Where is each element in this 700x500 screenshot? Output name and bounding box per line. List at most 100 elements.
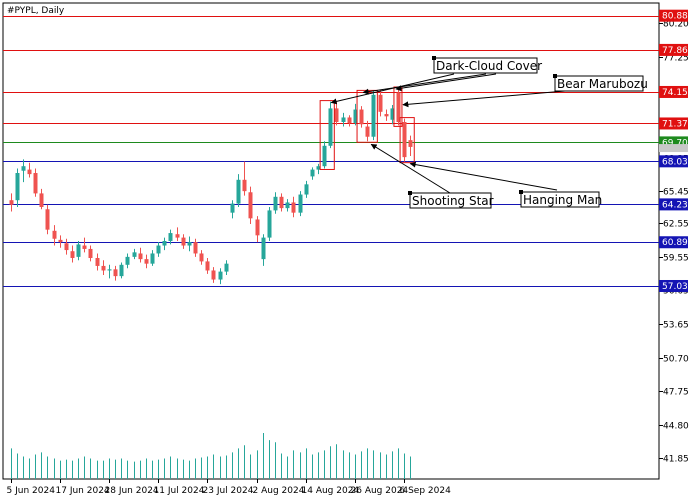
candle-body [15,173,20,201]
y-tick-label: 47.75 [663,388,689,398]
price-tag [659,198,688,211]
volume-bars [11,433,411,479]
price-tag [659,236,688,249]
candle-body [39,193,44,207]
x-tick-label: 17 Jun 2024 [56,486,110,496]
y-tick-label: 80.20 [663,20,689,30]
x-tick-label: 28 Jun 2024 [105,486,159,496]
annotation-box [433,57,538,74]
candle-body [236,179,241,204]
y-tick-label: 41.85 [663,455,689,465]
x-tick-label: 6 Sep 2024 [400,486,452,496]
candle-body [248,192,253,219]
y-tick-label: 44.80 [663,422,689,432]
candle-body [101,265,106,271]
annotation-arrow [395,73,497,92]
candle-body [70,251,75,258]
candle-body [187,242,192,246]
annotation-anchor [553,74,557,78]
annotation-box [554,75,644,92]
candle-body [255,219,260,236]
price-tag-label: 71.37 [662,119,688,129]
candle-body [224,263,229,272]
price-tag-label: 64.23 [662,200,688,210]
price-tag [659,43,688,56]
candle-body [138,253,143,260]
annotation-anchor [432,56,436,60]
candle-body [205,261,210,271]
candle-body [113,269,118,277]
candle-body [119,264,124,277]
current-price-tag [659,144,688,153]
price-tag [659,279,688,292]
candle-body [76,244,81,257]
candle-body [316,166,321,170]
candle-body [52,230,57,239]
annotations: Dark-Cloud Cover Bear Marubozu Shooting St… [319,56,648,209]
price-tag-label: 77.86 [662,46,688,56]
candle-body [359,109,364,125]
candle-body [64,243,69,251]
pattern-box [399,117,415,164]
candle-body [156,245,161,254]
candles [9,88,413,285]
candle-body [88,248,93,258]
candle-body [132,252,137,257]
y-tick-label: 50.70 [663,355,689,365]
price-tag [659,9,688,22]
candle-body [402,122,407,158]
price-tag-label: 69.70 [662,138,688,148]
candle-body [353,109,358,124]
price-tag-label: 74.15 [662,88,688,98]
x-tick-label: 5 Jun 2024 [7,486,56,496]
x-tick-label: 11 Jul 2024 [154,486,205,496]
y-tick-label: 53.65 [663,321,689,331]
candle-body [33,173,38,194]
annotation-arrow [402,90,566,108]
price-tag-label: 60.89 [662,238,688,248]
candle-body [322,145,327,167]
candle-body [193,242,198,254]
candle-body [82,245,87,249]
candle-body [334,108,339,122]
candle-body [230,203,235,213]
candle-body [341,117,346,122]
candle-body [390,108,395,120]
candle-body [310,169,315,177]
annotation-label: Dark-Cloud Cover [436,59,542,73]
annotation-box [409,192,492,209]
y-tick-label: 62.55 [663,220,689,230]
annotation-anchor [408,191,412,195]
annotation-label: Shooting Star [412,194,494,208]
candle-body [168,233,173,241]
candle-body [378,94,383,112]
candle-body [45,209,50,230]
price-tag [659,117,688,130]
x-tick-label: 2 Aug 2024 [253,486,305,496]
price-tag [659,155,688,168]
annotation-label: Hanging Man [523,193,602,207]
chart-title: #PYPL, Daily [7,6,65,16]
plot-background [2,2,660,480]
candle-body [95,258,100,266]
price-tag-label: 57.03 [662,282,688,292]
candle-body [371,94,376,137]
candle-body [107,269,112,271]
annotation-label: Bear Marubozu [557,77,648,91]
candle-body [58,239,63,243]
candle-body [218,271,223,280]
candle-body [396,92,401,122]
annotation-arrow [409,161,558,191]
candle-body [279,196,284,209]
candle-body [298,194,303,213]
candle-body [150,253,155,264]
candle-body [242,179,247,192]
y-tick-label: 59.55 [663,254,689,264]
candle-body [125,256,130,265]
candle-body [27,169,32,175]
price-tag-label: 68.03 [662,157,688,167]
price-tag-label: 80.88 [662,12,688,22]
candle-body [384,114,389,117]
